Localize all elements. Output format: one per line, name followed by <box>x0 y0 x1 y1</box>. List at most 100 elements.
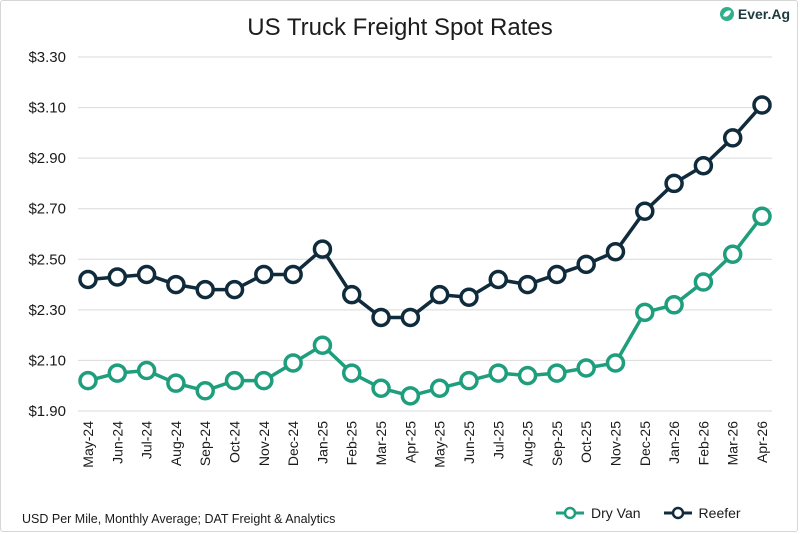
data-point-reefer <box>107 267 128 287</box>
x-tick-label: Dec-24 <box>285 421 301 466</box>
y-tick-label: $2.10 <box>28 352 66 369</box>
data-point-dry-van <box>78 370 98 391</box>
x-tick-label: Sep-25 <box>549 421 565 466</box>
data-point-dry-van <box>400 386 421 406</box>
legend: Dry Van Reefer <box>555 505 741 521</box>
data-point-dry-van <box>107 363 128 383</box>
data-point-dry-van <box>459 370 479 391</box>
legend-label-dry-van: Dry Van <box>591 505 641 521</box>
x-tick-label: Nov-24 <box>256 421 272 466</box>
y-tick-label: $2.70 <box>28 201 66 218</box>
x-tick-label: Aug-25 <box>520 421 536 466</box>
x-tick-label: Jan-26 <box>666 421 682 464</box>
x-tick-label: May-25 <box>432 421 448 468</box>
data-point-reefer <box>547 264 567 285</box>
series-line-reefer <box>87 103 764 320</box>
data-point-reefer <box>664 173 684 194</box>
data-point-reefer <box>166 274 186 295</box>
x-tick-label: Feb-25 <box>344 421 360 466</box>
series-points <box>78 95 772 406</box>
data-point-dry-van <box>488 363 509 383</box>
x-tick-label: Nov-25 <box>607 421 623 466</box>
data-point-reefer <box>459 287 479 307</box>
data-point-reefer <box>224 279 245 300</box>
y-tick-label: $3.30 <box>28 49 66 66</box>
data-point-reefer <box>78 269 98 290</box>
data-point-dry-van <box>341 363 362 383</box>
data-point-dry-van <box>283 353 303 373</box>
y-axis-ticks: $1.90 $2.10 $2.30 $2.50 $2.70 $2.90 $3.10 $3.30 <box>28 49 66 420</box>
data-point-dry-van <box>166 373 186 393</box>
source-note: USD Per Mile, Monthly Average; DAT Freig… <box>22 512 336 526</box>
ever-ag-logo: Ever.Ag <box>719 6 790 22</box>
x-tick-label: Feb-26 <box>695 421 711 466</box>
data-point-reefer <box>635 201 655 221</box>
data-point-dry-van <box>547 363 567 383</box>
data-point-dry-van <box>371 378 391 398</box>
series-lines <box>87 103 764 398</box>
legend-swatch-dry-van <box>556 506 584 520</box>
x-tick-label: Mar-25 <box>373 421 389 466</box>
data-point-dry-van <box>517 365 538 386</box>
chart-title: US Truck Freight Spot Rates <box>247 14 553 41</box>
y-tick-label: $3.10 <box>28 100 66 117</box>
data-point-reefer <box>429 284 450 305</box>
data-point-dry-van <box>576 358 596 378</box>
logo-text: Ever.Ag <box>737 6 790 22</box>
data-point-reefer <box>283 264 303 285</box>
y-tick-label: $2.50 <box>28 251 66 268</box>
x-tick-label: Jun-24 <box>109 421 125 464</box>
data-point-dry-van <box>635 302 655 323</box>
data-point-dry-van <box>136 360 157 381</box>
data-point-dry-van <box>693 272 714 292</box>
data-point-reefer <box>605 241 626 262</box>
x-tick-label: Jun-25 <box>461 421 477 464</box>
gridlines <box>78 56 772 412</box>
data-point-reefer <box>400 307 421 328</box>
x-tick-label: Oct-25 <box>578 421 594 463</box>
data-point-dry-van <box>195 381 215 401</box>
data-point-reefer <box>517 274 538 295</box>
y-tick-label: $2.90 <box>28 150 66 167</box>
y-tick-label: $2.30 <box>28 302 66 319</box>
x-axis-ticks: May-24 Jun-24 Jul-24 Aug-24 Sep-24 Oct-24 Nov-… <box>80 421 770 468</box>
x-tick-label: Oct-24 <box>227 421 243 463</box>
legend-item-dry-van: Dry Van <box>555 505 641 521</box>
data-point-dry-van <box>752 206 772 227</box>
data-point-reefer <box>254 264 274 285</box>
x-tick-label: Apr-26 <box>754 421 770 463</box>
data-point-reefer <box>752 95 772 115</box>
legend-label-reefer: Reefer <box>698 505 741 521</box>
data-point-dry-van <box>664 295 684 315</box>
x-tick-label: May-24 <box>80 421 96 468</box>
data-point-reefer <box>576 254 596 275</box>
legend-item-reefer: Reefer <box>663 505 741 521</box>
data-point-dry-van <box>429 378 450 398</box>
x-tick-label: Jul-25 <box>490 421 506 459</box>
data-point-reefer <box>341 284 362 305</box>
x-tick-label: Sep-24 <box>197 421 213 466</box>
x-tick-label: Jul-24 <box>139 421 155 459</box>
data-point-reefer <box>722 128 743 148</box>
data-point-dry-van <box>605 353 626 373</box>
data-point-dry-van <box>312 335 333 356</box>
data-point-dry-van <box>224 370 245 391</box>
y-tick-label: $1.90 <box>28 403 66 420</box>
data-point-reefer <box>312 239 333 259</box>
x-tick-label: Aug-24 <box>168 421 184 466</box>
x-tick-label: Apr-25 <box>402 421 418 463</box>
x-tick-label: Dec-25 <box>637 421 653 466</box>
data-point-reefer <box>195 279 215 300</box>
data-point-reefer <box>371 307 391 328</box>
leaf-icon <box>719 7 734 21</box>
data-point-reefer <box>136 264 157 285</box>
data-point-reefer <box>488 269 509 290</box>
data-point-dry-van <box>254 370 274 391</box>
legend-swatch-reefer <box>663 506 692 520</box>
x-tick-label: Mar-26 <box>725 421 741 466</box>
data-point-reefer <box>693 155 714 176</box>
data-point-dry-van <box>722 244 743 264</box>
x-tick-label: Jan-25 <box>314 421 330 464</box>
